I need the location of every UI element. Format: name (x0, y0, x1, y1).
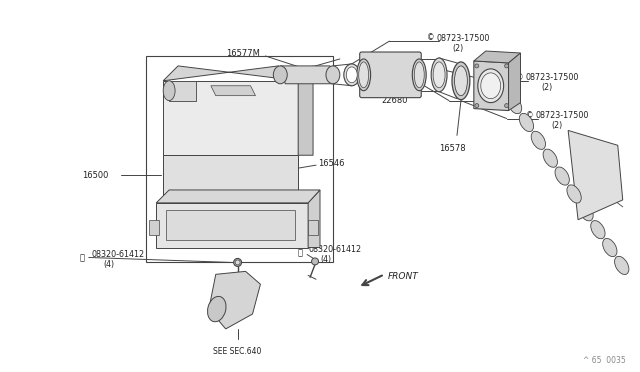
Text: (2): (2) (541, 83, 552, 92)
Polygon shape (568, 131, 623, 220)
Text: SEE SEC.640: SEE SEC.640 (213, 347, 262, 356)
Ellipse shape (207, 296, 226, 322)
Text: 08320-61412: 08320-61412 (92, 250, 145, 259)
Text: (4): (4) (104, 260, 115, 269)
Polygon shape (474, 61, 509, 110)
Ellipse shape (504, 64, 509, 68)
Text: ^ 65  0035: ^ 65 0035 (583, 356, 626, 365)
Ellipse shape (579, 203, 593, 221)
Ellipse shape (163, 81, 175, 101)
Text: Ⓢ: Ⓢ (298, 248, 303, 257)
Ellipse shape (475, 64, 479, 68)
Ellipse shape (414, 62, 424, 88)
Bar (163, 155, 298, 203)
Ellipse shape (481, 73, 500, 99)
Text: 08723-17500: 08723-17500 (436, 33, 490, 43)
Polygon shape (149, 220, 159, 235)
Polygon shape (156, 190, 320, 203)
Ellipse shape (358, 62, 369, 88)
Ellipse shape (312, 258, 319, 265)
Ellipse shape (555, 167, 570, 185)
Ellipse shape (508, 96, 522, 114)
Text: 08723-17500: 08723-17500 (536, 111, 589, 120)
Polygon shape (156, 203, 308, 247)
Bar (166, 210, 295, 240)
Polygon shape (474, 51, 520, 63)
Ellipse shape (531, 131, 545, 150)
Ellipse shape (344, 64, 360, 86)
Bar (147, 56, 333, 262)
Polygon shape (169, 81, 196, 101)
Ellipse shape (478, 69, 504, 103)
Text: (2): (2) (452, 44, 463, 52)
Ellipse shape (591, 221, 605, 239)
Ellipse shape (346, 67, 357, 83)
Polygon shape (308, 190, 320, 247)
Text: (2): (2) (551, 121, 563, 130)
Polygon shape (280, 66, 335, 84)
Ellipse shape (454, 66, 467, 96)
Ellipse shape (519, 113, 534, 132)
Ellipse shape (567, 185, 581, 203)
Polygon shape (298, 66, 313, 155)
Text: 08723-17500: 08723-17500 (525, 73, 579, 82)
Polygon shape (163, 81, 298, 155)
Text: (4): (4) (320, 255, 331, 264)
Polygon shape (509, 53, 520, 110)
Ellipse shape (614, 256, 629, 275)
Text: 16577M: 16577M (226, 49, 260, 58)
Text: FRONT: FRONT (387, 272, 419, 281)
Text: 16578: 16578 (439, 144, 466, 153)
Ellipse shape (475, 104, 479, 108)
Text: 16546: 16546 (318, 159, 344, 168)
Ellipse shape (356, 59, 371, 91)
Polygon shape (163, 66, 298, 81)
Ellipse shape (603, 238, 617, 257)
Ellipse shape (234, 259, 241, 266)
Text: ©: © (526, 111, 533, 120)
Ellipse shape (504, 104, 509, 108)
Text: Ⓢ: Ⓢ (79, 253, 84, 262)
Polygon shape (211, 86, 255, 96)
Text: 22680: 22680 (381, 96, 408, 105)
Ellipse shape (543, 149, 557, 167)
Text: 16500: 16500 (82, 171, 108, 180)
Ellipse shape (412, 59, 426, 91)
Ellipse shape (326, 66, 340, 84)
Text: ©: © (516, 73, 524, 82)
FancyBboxPatch shape (360, 52, 421, 98)
Ellipse shape (452, 62, 470, 100)
Polygon shape (308, 220, 318, 235)
Polygon shape (209, 271, 260, 329)
Ellipse shape (431, 58, 447, 92)
Ellipse shape (273, 66, 287, 84)
Ellipse shape (433, 62, 445, 88)
Ellipse shape (235, 260, 240, 265)
Text: 08320-61412: 08320-61412 (308, 245, 361, 254)
Text: ©: © (427, 33, 434, 43)
